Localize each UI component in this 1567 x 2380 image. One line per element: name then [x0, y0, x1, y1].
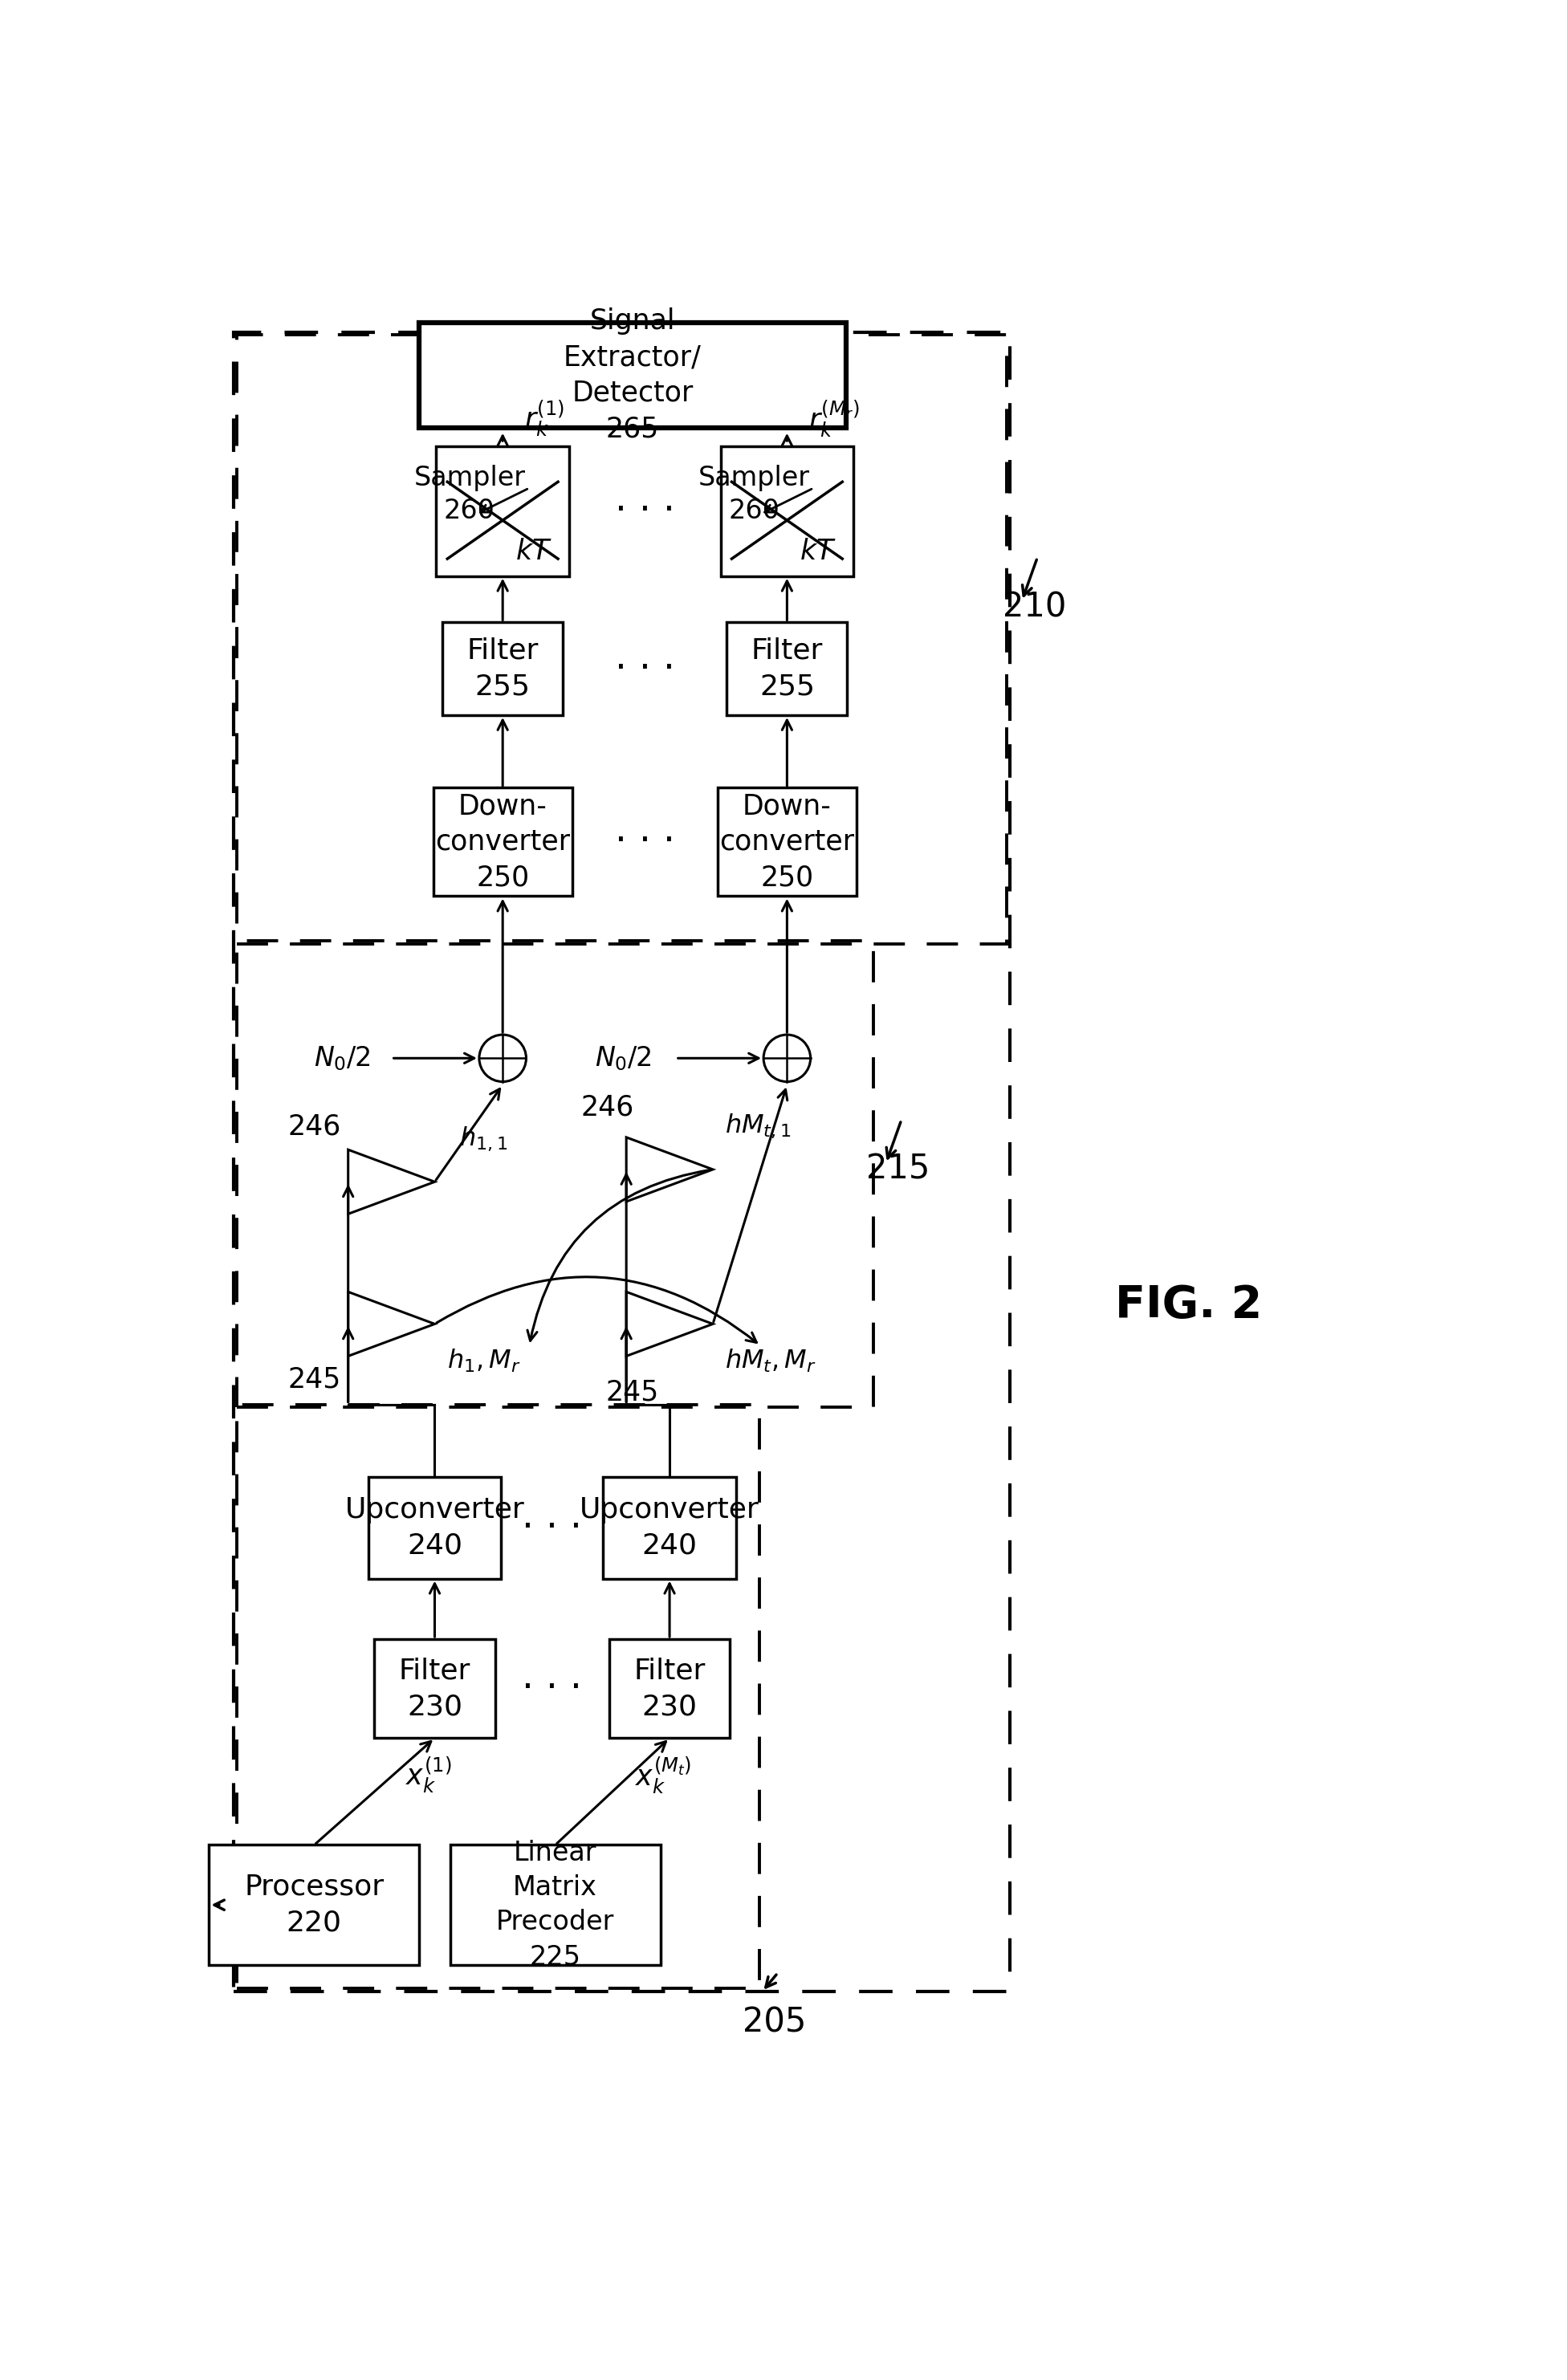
- Text: Filter
255: Filter 255: [467, 638, 539, 700]
- Text: Upconverter
240: Upconverter 240: [580, 1497, 760, 1559]
- Text: Upconverter
240: Upconverter 240: [345, 1497, 525, 1559]
- Text: Filter
230: Filter 230: [633, 1656, 705, 1721]
- Bar: [610, 1640, 730, 1737]
- Text: $h_{1,1}$: $h_{1,1}$: [459, 1126, 508, 1152]
- Text: 246: 246: [581, 1095, 635, 1121]
- Text: 205: 205: [743, 2006, 807, 2040]
- Text: · · ·: · · ·: [614, 650, 675, 688]
- Text: · · ·: · · ·: [614, 823, 675, 859]
- Text: $x_k^{(M_t)}$: $x_k^{(M_t)}$: [635, 1754, 691, 1795]
- Bar: [237, 336, 1006, 945]
- Text: $h_1, M_r$: $h_1, M_r$: [447, 1347, 520, 1376]
- Bar: [233, 331, 1009, 1992]
- Text: $hM_{t,1}$: $hM_{t,1}$: [726, 1111, 791, 1140]
- Text: Sampler
260: Sampler 260: [697, 464, 810, 524]
- Bar: [721, 447, 854, 576]
- Text: · · ·: · · ·: [614, 493, 675, 528]
- Text: 210: 210: [1003, 590, 1066, 624]
- Text: 245: 245: [606, 1378, 660, 1407]
- Text: 246: 246: [287, 1111, 340, 1140]
- Text: $kT$: $kT$: [799, 538, 837, 564]
- Text: · · ·: · · ·: [522, 1671, 583, 1706]
- Text: Filter
255: Filter 255: [751, 638, 823, 700]
- Text: Processor
220: Processor 220: [244, 1873, 384, 1937]
- Text: $N_0/2$: $N_0/2$: [595, 1045, 652, 1071]
- Text: $N_0/2$: $N_0/2$: [313, 1045, 370, 1071]
- Bar: [208, 1844, 420, 1966]
- Bar: [237, 1404, 758, 1987]
- Text: 245: 245: [288, 1366, 340, 1392]
- Text: Filter
230: Filter 230: [400, 1656, 470, 1721]
- Bar: [718, 788, 857, 895]
- Text: Down-
converter
250: Down- converter 250: [436, 793, 570, 892]
- Text: $r_k^{(M_r)}$: $r_k^{(M_r)}$: [809, 397, 860, 438]
- Bar: [436, 447, 569, 576]
- Text: Linear
Matrix
Precoder
225: Linear Matrix Precoder 225: [497, 1840, 614, 1971]
- Bar: [442, 624, 563, 714]
- Text: 215: 215: [867, 1152, 931, 1185]
- Bar: [237, 940, 873, 1407]
- Text: Signal
Extractor/
Detector
265: Signal Extractor/ Detector 265: [564, 307, 702, 443]
- Bar: [432, 788, 572, 895]
- Text: $x_k^{(1)}$: $x_k^{(1)}$: [406, 1754, 451, 1795]
- Text: $kT$: $kT$: [516, 538, 552, 564]
- Text: FIG. 2: FIG. 2: [1116, 1283, 1263, 1328]
- Bar: [727, 624, 848, 714]
- Bar: [375, 1640, 495, 1737]
- Bar: [603, 1478, 736, 1578]
- Bar: [450, 1844, 660, 1966]
- Bar: [420, 324, 846, 428]
- Text: $hM_t, M_r$: $hM_t, M_r$: [726, 1347, 816, 1376]
- Text: $r_k^{(1)}$: $r_k^{(1)}$: [525, 397, 564, 438]
- Text: Sampler
260: Sampler 260: [414, 464, 525, 524]
- Bar: [368, 1478, 501, 1578]
- Text: Down-
converter
250: Down- converter 250: [719, 793, 854, 892]
- Text: · · ·: · · ·: [522, 1509, 583, 1547]
